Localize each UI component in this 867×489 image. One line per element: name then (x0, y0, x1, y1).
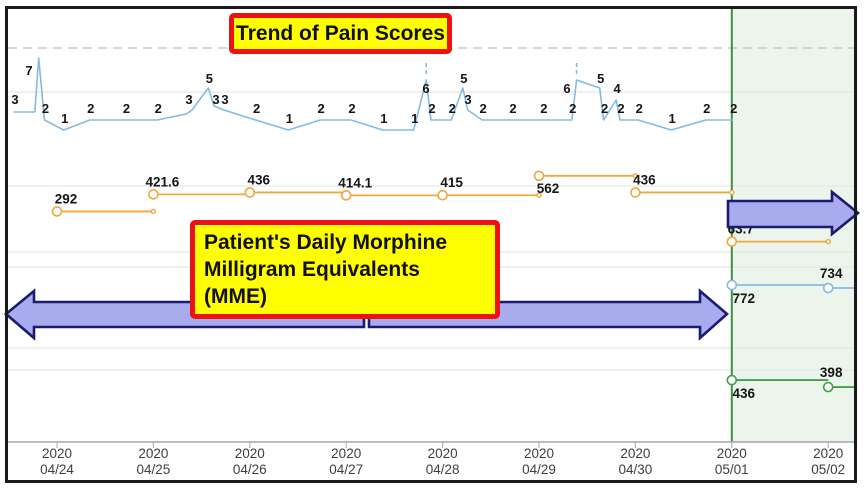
mme-marker (340, 190, 352, 201)
pain-score-label: 6 (563, 81, 570, 96)
pain-score-label: 3 (464, 92, 471, 107)
x-axis: 202004/24202004/25202004/26202004/272020… (8, 441, 856, 477)
pain-score-label: 2 (428, 101, 435, 116)
mme_green-marker (726, 374, 738, 386)
date-day-label: 04/26 (233, 462, 267, 477)
date-year-label: 2020 (524, 446, 554, 461)
date-day-label: 05/02 (811, 462, 845, 477)
mme-value-label: 421.6 (146, 174, 180, 189)
date-day-label: 04/25 (137, 462, 171, 477)
mme_green-value-label: 398 (820, 365, 843, 380)
mme-marker (51, 206, 63, 217)
pain-score-label: 2 (617, 101, 624, 116)
pain-score-label: 1 (61, 111, 68, 126)
pain-score-label: 2 (87, 101, 94, 116)
pain-score-label: 1 (411, 111, 418, 126)
pain-score-label: 2 (601, 101, 608, 116)
mme-marker (437, 189, 448, 201)
pain-score-label: 3 (11, 92, 18, 107)
pain-score-label: 2 (636, 101, 643, 116)
mme-end-marker (536, 192, 542, 198)
mme-marker (630, 187, 641, 198)
pain-score-label: 2 (449, 101, 456, 116)
mme-title-box: Patient's Daily Morphine Milligram Equiv… (190, 220, 500, 319)
date-year-label: 2020 (235, 446, 265, 461)
pain-score-label: 2 (318, 101, 325, 116)
date-day-label: 04/30 (619, 462, 653, 477)
date-day-label: 05/01 (715, 462, 749, 477)
date-day-label: 04/29 (522, 462, 556, 477)
mme_green-marker (822, 381, 834, 393)
date-day-label: 04/27 (329, 462, 363, 477)
mme-end-marker (825, 238, 831, 245)
date-year-label: 2020 (717, 446, 747, 461)
mme-title-line1: Patient's Daily Morphine (204, 231, 448, 254)
pain-score-label: 3 (221, 92, 228, 107)
date-year-label: 2020 (138, 446, 168, 461)
mme-marker (244, 187, 256, 198)
pain-score-label: 2 (540, 101, 547, 116)
mme_blue-value-label: 734 (820, 266, 843, 281)
pain-score-label: 5 (206, 71, 213, 86)
mme-marker (726, 236, 738, 247)
pain-score-label: 2 (253, 101, 260, 116)
pain-title-box: Trend of Pain Scores (229, 13, 452, 54)
pain-score-label: 1 (380, 111, 387, 126)
date-day-label: 04/28 (426, 462, 460, 477)
pain-score-label: 2 (348, 101, 355, 116)
mme-title-line2: Milligram Equivalents (MME) (204, 258, 420, 308)
mme_blue-marker (726, 279, 738, 291)
mme_green-value-label: 436 (733, 386, 756, 401)
forward-arrow (726, 189, 861, 237)
pain-score-label: 1 (668, 111, 675, 126)
pain-score-label: 6 (422, 81, 429, 96)
mme-marker (148, 189, 159, 200)
green-mme-series: 436 398 (726, 365, 858, 401)
mme-value-label: 292 (55, 191, 78, 206)
date-year-label: 2020 (331, 446, 361, 461)
pain-score-label: 2 (155, 101, 162, 116)
mme-marker (533, 170, 545, 182)
mme-value-label: 436 (633, 172, 656, 187)
pain-score-label: 2 (730, 101, 737, 116)
pain-score-label: 2 (509, 101, 516, 116)
mme-end-marker (632, 173, 639, 179)
pain-title-text: Trend of Pain Scores (236, 22, 445, 45)
pain-score-label: 3 (185, 92, 192, 107)
pain-score-label: 2 (123, 101, 130, 116)
date-year-label: 2020 (620, 446, 650, 461)
blue-mme-series: 772 734 (726, 266, 858, 306)
pain-score-label: 1 (286, 111, 293, 126)
mme_blue-marker (822, 282, 834, 294)
pain-score-label: 5 (597, 71, 604, 86)
mme-end-marker (150, 208, 157, 215)
mme-value-label: 436 (248, 172, 271, 187)
pain-score-label: 5 (460, 71, 467, 86)
date-year-label: 2020 (42, 446, 72, 461)
date-year-label: 2020 (428, 446, 458, 461)
pain-score-label: 4 (614, 81, 622, 96)
pain-score-label: 2 (703, 101, 710, 116)
pain-score-label: 2 (569, 101, 576, 116)
pain-score-label: 3 (212, 92, 219, 107)
pain-score-line (13, 57, 733, 131)
mme-value-label: 562 (537, 181, 560, 196)
mme-value-label: 415 (440, 175, 463, 190)
mme-value-label: 414.1 (338, 175, 372, 190)
date-year-label: 2020 (813, 446, 843, 461)
mme_blue-value-label: 772 (733, 291, 756, 306)
gridlines (8, 47, 856, 371)
date-day-label: 04/24 (40, 462, 74, 477)
pain-score-label: 7 (25, 63, 32, 78)
mme-end-marker (729, 189, 735, 196)
pain-score-label: 2 (480, 101, 487, 116)
pain-score-label: 2 (42, 101, 49, 116)
